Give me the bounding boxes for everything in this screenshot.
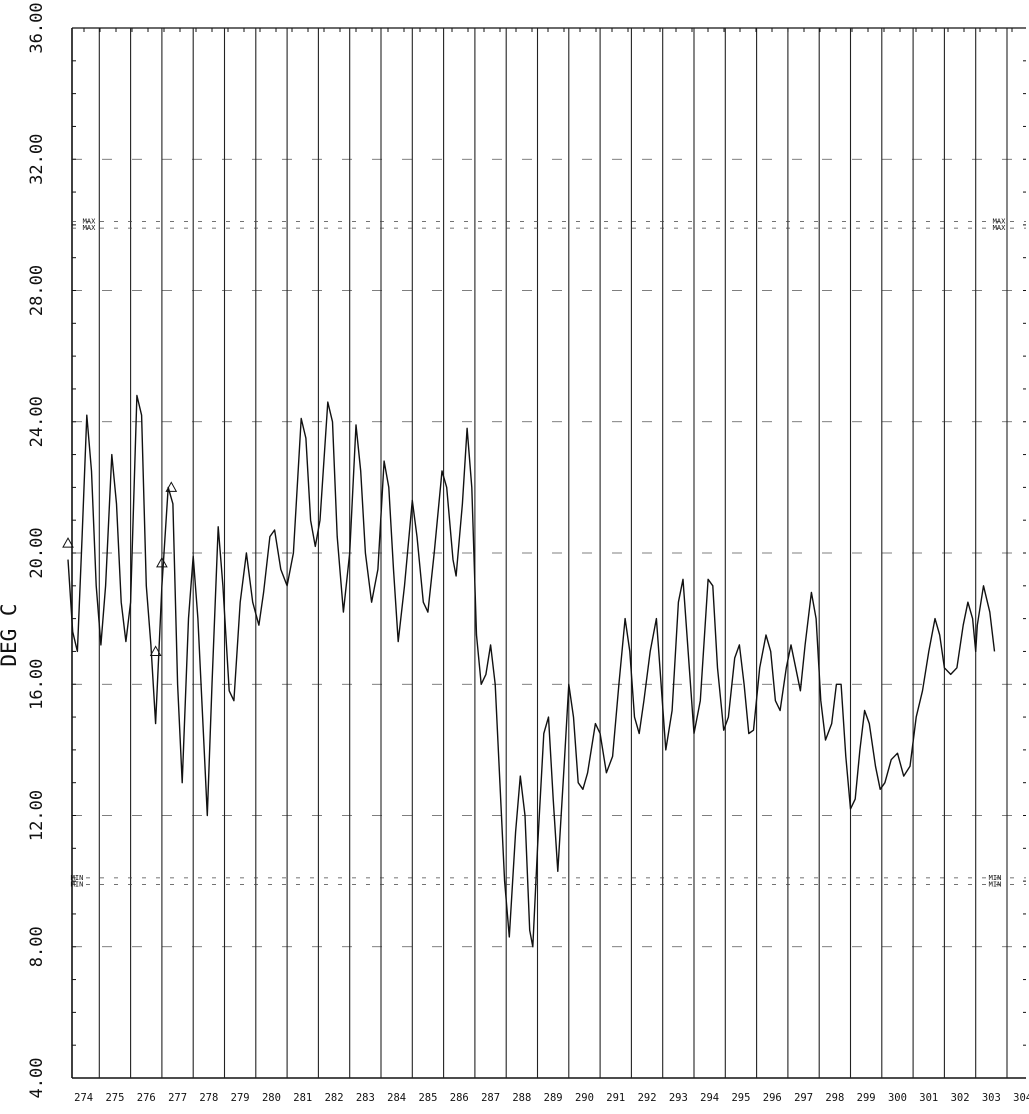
x-tick-label: 301 [919,1092,938,1104]
x-tick-label: 289 [544,1092,563,1104]
series-point-marker [165,481,178,492]
x-tick-label: 277 [168,1092,187,1104]
x-tick-label: 281 [293,1092,312,1104]
series-point-marker [156,556,168,568]
frame-ticks [72,27,1026,1079]
y-tick-label: 36.00 [27,2,47,53]
x-tick-label: 274 [74,1092,93,1104]
x-tick-label: 282 [325,1092,344,1104]
x-tick-label: 298 [825,1092,844,1104]
y-tick-label: 28.00 [27,265,47,316]
series-layer [62,394,996,948]
y-tick-label: 16.00 [27,659,47,710]
x-tick-label: 293 [669,1092,688,1104]
x-tick-label: 291 [606,1092,625,1104]
max-label-right: MAX [993,218,1006,226]
x-tick-label: 302 [951,1092,970,1104]
y-tick-label: 32.00 [27,134,47,185]
y-tick-labels: 36.00 32.00 28.00 24.00 20.00 16.00 12.00 8.00 4… [27,2,47,1098]
series-point-marker [149,645,162,656]
max-label-left: MAX [83,218,96,226]
min-label-left: MIN [71,874,84,882]
x-tick-label: 279 [231,1092,250,1104]
x-tick-label: 294 [700,1092,719,1104]
x-tick-label: 299 [857,1092,876,1104]
x-tick-label: 295 [731,1092,750,1104]
y-gridlines [72,158,1026,948]
x-tick-label: 292 [638,1092,657,1104]
y-tick-label: 20.00 [27,527,47,578]
x-tick-labels: 274 275 276 277 278 279 280 281 282 283 284 285 286 2… [74,1092,1029,1104]
x-tick-label: 288 [512,1092,531,1104]
x-tick-label: 303 [982,1092,1001,1104]
temperature-series-line [67,394,996,948]
y-tick-label: 8.00 [27,926,47,967]
x-tick-label: 278 [199,1092,218,1104]
y-axis-label: DEG C [0,603,21,666]
y-tick-label: 24.00 [27,396,47,447]
x-tick-label: 297 [794,1092,813,1104]
x-tick-label: 300 [888,1092,907,1104]
x-tick-label: 284 [387,1092,406,1104]
x-tick-label: 275 [105,1092,124,1104]
x-tick-label: 286 [450,1092,469,1104]
x-tick-label: 285 [418,1092,437,1104]
x-tick-label: 283 [356,1092,375,1104]
max-label-right: MAX [993,224,1006,232]
x-tick-label: 290 [575,1092,594,1104]
min-label-left: MIN [71,880,84,888]
x-tick-label: 287 [481,1092,500,1104]
x-tick-label: 296 [763,1092,782,1104]
y-tick-label: 12.00 [27,790,47,841]
series-point-marker [62,537,74,548]
max-label-left: MAX [83,224,96,232]
x-tick-label: 280 [262,1092,281,1104]
reference-lines [72,221,1026,885]
x-tick-label: 304 [1013,1092,1029,1104]
min-label-right: MIN [989,880,1002,888]
min-label-right: MIN [989,874,1002,882]
x-tick-label: 276 [137,1092,156,1104]
y-tick-label: 4.00 [27,1058,47,1099]
